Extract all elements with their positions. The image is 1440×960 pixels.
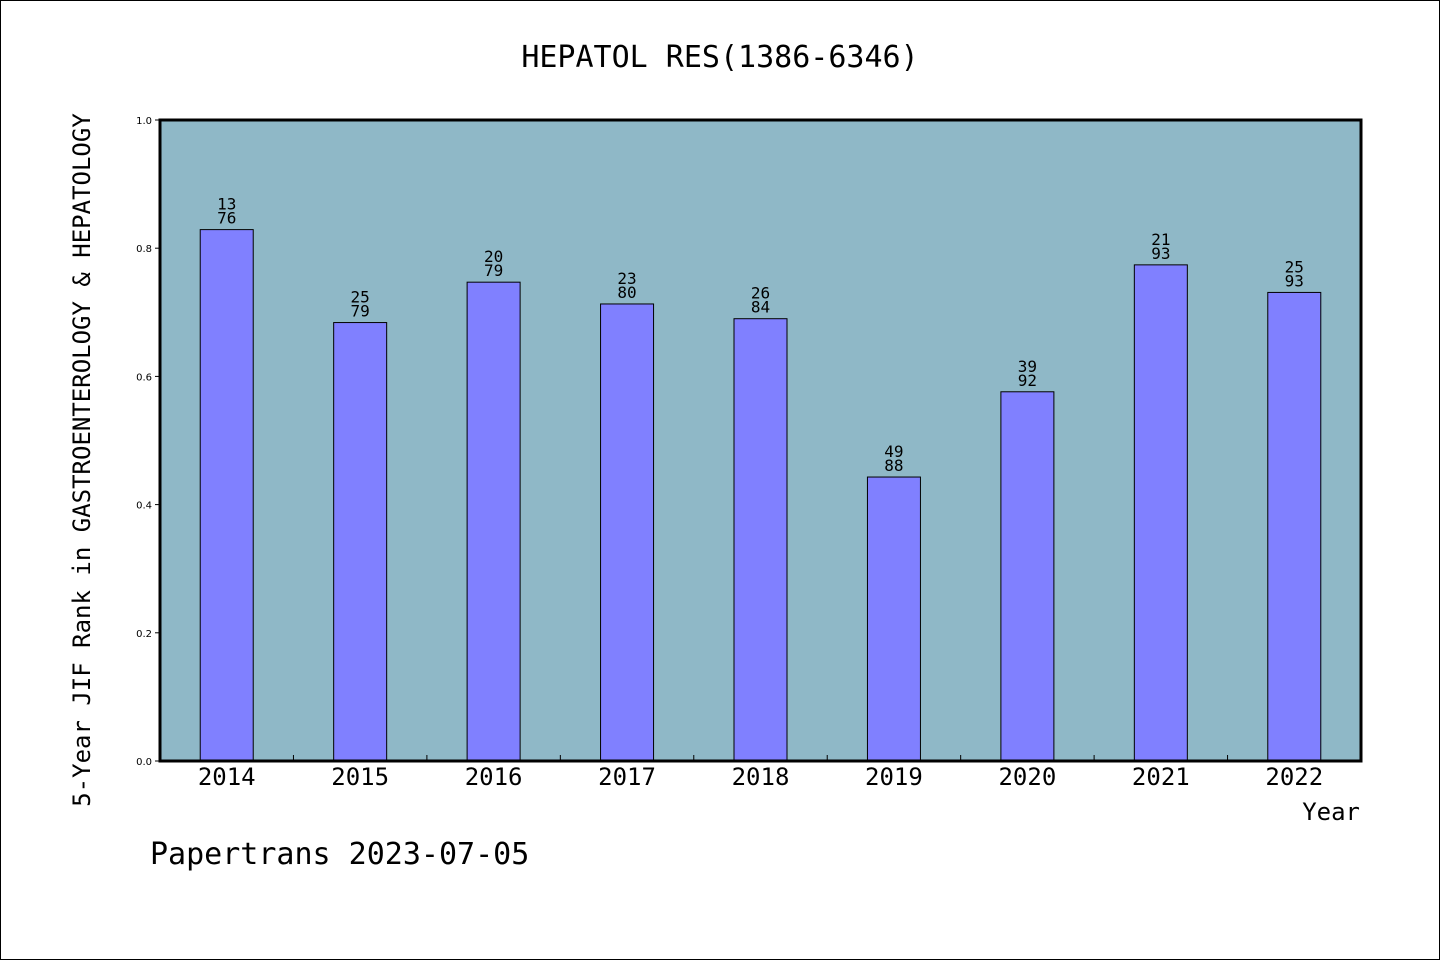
bar [333, 322, 388, 762]
y-tick-label: 0.0 [136, 757, 152, 768]
data-label-total: 93 [1151, 244, 1170, 263]
data-label-total: 92 [1018, 371, 1037, 390]
y-tick-label: 0.8 [136, 244, 152, 255]
bar [600, 303, 655, 762]
data-label-total: 79 [351, 302, 370, 321]
x-tick-label: 2018 [732, 763, 790, 791]
data-label-rank: 25 [1285, 257, 1304, 276]
y-axis-label: 5-Year JIF Rank in GASTROENTEROLOGY & HE… [68, 113, 96, 807]
y-tick-label: 0.2 [136, 629, 152, 640]
bar [1133, 264, 1188, 762]
data-label-total: 84 [751, 298, 770, 317]
x-axis-label: Year [1302, 798, 1360, 826]
x-tick-label: 2019 [865, 763, 923, 791]
data-label-total: 76 [217, 209, 236, 228]
data-label-rank: 20 [484, 247, 503, 266]
x-tick-label: 2022 [1265, 763, 1323, 791]
data-label-rank: 49 [884, 442, 903, 461]
bar [733, 318, 788, 762]
x-tick-label: 2021 [1132, 763, 1190, 791]
bar [199, 229, 254, 762]
y-tick-label: 0.6 [136, 372, 152, 383]
bar [1267, 291, 1322, 762]
x-tick-label: 2016 [465, 763, 523, 791]
data-label-rank: 26 [751, 284, 770, 303]
y-tick-label: 1.0 [136, 116, 152, 127]
plot-border [158, 118, 1363, 763]
bar [466, 281, 521, 762]
chart-title: HEPATOL RES(1386-6346) [521, 40, 918, 75]
y-tick-label: 0.4 [136, 501, 152, 512]
x-tick-label: 2015 [331, 763, 389, 791]
y-axis: 0.0 0.2 0.4 0.6 0.8 1.0 [136, 116, 160, 768]
data-label-rank: 21 [1151, 230, 1170, 249]
data-label-total: 93 [1285, 271, 1304, 290]
x-tick-label: 2020 [998, 763, 1056, 791]
data-label-total: 80 [617, 283, 636, 302]
x-axis: 2014 2015 2016 2017 2018 2019 2020 2021 2022 [198, 755, 1323, 791]
footer-credit: Papertrans 2023-07-05 [150, 837, 529, 872]
bar [866, 476, 921, 762]
bar [1000, 391, 1055, 762]
data-label-rank: 25 [351, 288, 370, 307]
data-label-total: 79 [484, 261, 503, 280]
x-tick-label: 2017 [598, 763, 656, 791]
data-label-rank: 39 [1018, 357, 1037, 376]
data-label-rank: 23 [617, 269, 636, 288]
data-label-rank: 13 [217, 195, 236, 214]
x-tick-label: 2014 [198, 763, 256, 791]
data-label-total: 88 [884, 456, 903, 475]
